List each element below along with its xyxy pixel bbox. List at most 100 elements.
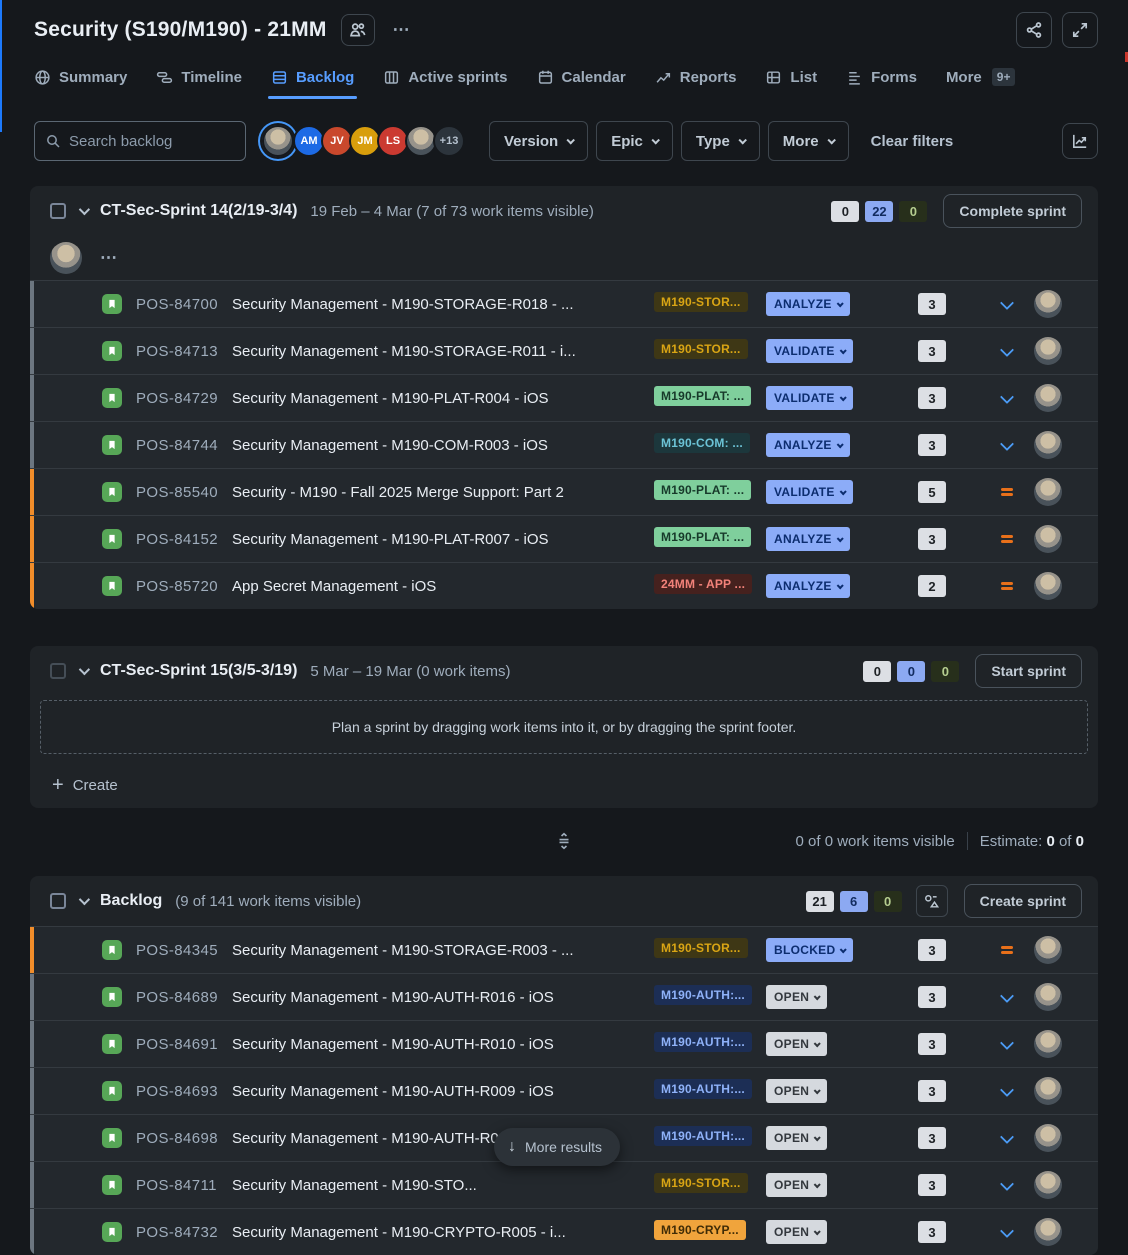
issue-title[interactable]: Security Management - M190-CRYPTO-R005 -… — [232, 1223, 566, 1241]
issue-title[interactable]: Security Management - M190-PLAT-R007 - i… — [232, 530, 549, 548]
story-points-badge[interactable]: 3 — [918, 1174, 946, 1196]
issue-key[interactable]: POS-84693 — [136, 1082, 218, 1100]
share-button[interactable] — [1016, 12, 1052, 48]
epic-filter-dropdown[interactable]: Epic — [596, 121, 673, 161]
status-dropdown[interactable]: OPEN — [766, 1173, 828, 1197]
avatar-user-1[interactable] — [262, 125, 294, 157]
story-points-badge[interactable]: 3 — [918, 1127, 946, 1149]
status-dropdown[interactable]: OPEN — [766, 985, 828, 1009]
empty-sprint-dropzone[interactable]: Plan a sprint by dragging work items int… — [40, 700, 1088, 754]
assignee-avatar[interactable] — [1034, 572, 1062, 600]
work-item-row[interactable]: POS-84711 Security Management - M190-STO… — [30, 1161, 1098, 1208]
status-dropdown[interactable]: BLOCKED — [766, 938, 854, 962]
issue-title[interactable]: Security Management - M190-AUTH-R010 - i… — [232, 1035, 554, 1053]
status-dropdown[interactable]: VALIDATE — [766, 480, 853, 504]
work-item-row[interactable]: POS-85720 App Secret Management - iOS 24… — [30, 562, 1098, 609]
issue-title[interactable]: Security Management - M190-STO... — [232, 1176, 477, 1194]
sprint-name[interactable]: CT-Sec-Sprint 15(3/5-3/19) — [100, 662, 298, 679]
view-settings-button[interactable] — [915, 885, 948, 917]
collapse-chevron-icon[interactable] — [78, 893, 91, 906]
issue-key[interactable]: POS-84700 — [136, 295, 218, 313]
issue-title[interactable]: Security Management - M190-STORAGE-R018 … — [232, 295, 574, 313]
more-filters-dropdown[interactable]: More — [767, 121, 849, 161]
work-item-row[interactable]: POS-84732 Security Management - M190-CRY… — [30, 1208, 1098, 1255]
assignee-avatar[interactable] — [1034, 384, 1062, 412]
story-points-badge[interactable]: 3 — [918, 939, 946, 961]
work-item-row[interactable]: POS-84744 Security Management - M190-COM… — [30, 421, 1098, 468]
assignee-avatar[interactable] — [1034, 431, 1062, 459]
tab-summary[interactable]: Summary — [34, 69, 127, 86]
tab-reports[interactable]: Reports — [655, 69, 736, 86]
version-filter-dropdown[interactable]: Version — [489, 121, 589, 161]
expand-button[interactable] — [1062, 12, 1098, 48]
assignee-avatar[interactable] — [1034, 337, 1062, 365]
type-filter-dropdown[interactable]: Type — [680, 121, 760, 161]
status-dropdown[interactable]: ANALYZE — [766, 433, 850, 457]
story-points-badge[interactable]: 5 — [918, 481, 946, 503]
status-dropdown[interactable]: ANALYZE — [766, 527, 850, 551]
issue-key[interactable]: POS-84345 — [136, 941, 218, 959]
tab-list[interactable]: List — [765, 69, 817, 86]
avatar-overflow-count[interactable]: +13 — [433, 125, 465, 157]
status-dropdown[interactable]: ANALYZE — [766, 292, 850, 316]
issue-key[interactable]: POS-84732 — [136, 1223, 218, 1241]
epic-tag[interactable]: M190-AUTH:... — [654, 1125, 752, 1146]
issue-key[interactable]: POS-84698 — [136, 1129, 218, 1147]
issue-key[interactable]: POS-84152 — [136, 530, 218, 548]
work-item-row[interactable]: POS-84729 Security Management - M190-PLA… — [30, 374, 1098, 421]
story-points-badge[interactable]: 3 — [918, 293, 946, 315]
story-points-badge[interactable]: 3 — [918, 387, 946, 409]
work-item-row[interactable]: POS-85540 Security - M190 - Fall 2025 Me… — [30, 468, 1098, 515]
issue-key[interactable]: POS-84713 — [136, 342, 218, 360]
status-dropdown[interactable]: VALIDATE — [766, 386, 853, 410]
issue-key[interactable]: POS-84729 — [136, 389, 218, 407]
epic-tag[interactable]: M190-PLAT: ... — [654, 526, 752, 547]
issue-title[interactable]: App Secret Management - iOS — [232, 577, 437, 595]
issue-title[interactable]: Security Management - M190-AUTH-R004 - i… — [232, 1129, 554, 1147]
status-dropdown[interactable]: ANALYZE — [766, 574, 850, 598]
more-results-button[interactable]: ↓ More results — [494, 1128, 621, 1166]
issue-key[interactable]: POS-85540 — [136, 483, 218, 501]
backlog-select-checkbox[interactable] — [50, 893, 66, 909]
avatar-user-2[interactable]: AM — [293, 125, 325, 157]
avatar-user-6[interactable] — [405, 125, 437, 157]
issue-key[interactable]: POS-84711 — [136, 1176, 217, 1194]
drag-handle-icon[interactable] — [555, 832, 573, 850]
tab-timeline[interactable]: Timeline — [156, 69, 242, 86]
assignee-avatar[interactable] — [1034, 983, 1062, 1011]
issue-key[interactable]: POS-84744 — [136, 436, 218, 454]
assignee-avatar[interactable] — [1034, 290, 1062, 318]
assignee-avatar[interactable] — [1034, 936, 1062, 964]
tab-calendar[interactable]: Calendar — [537, 69, 626, 86]
collapse-chevron-icon[interactable] — [78, 203, 91, 216]
story-points-badge[interactable]: 2 — [918, 575, 946, 597]
status-dropdown[interactable]: OPEN — [766, 1220, 828, 1244]
work-item-row[interactable]: POS-84689 Security Management - M190-AUT… — [30, 973, 1098, 1020]
issue-title[interactable]: Security - M190 - Fall 2025 Merge Suppor… — [232, 483, 564, 501]
tab-backlog[interactable]: Backlog — [267, 69, 358, 99]
assignee-overflow-button[interactable]: ⋯ — [100, 248, 119, 267]
epic-tag[interactable]: M190-STOR... — [654, 338, 748, 359]
status-dropdown[interactable]: VALIDATE — [766, 339, 853, 363]
issue-key[interactable]: POS-85720 — [136, 577, 218, 595]
create-sprint-button[interactable]: Create sprint — [963, 884, 1082, 918]
sprint-assignee-avatar[interactable] — [50, 242, 82, 274]
complete-sprint-button[interactable]: Complete sprint — [943, 194, 1082, 228]
work-item-row[interactable]: POS-84345 Security Management - M190-STO… — [30, 926, 1098, 973]
story-points-badge[interactable]: 3 — [918, 528, 946, 550]
story-points-badge[interactable]: 3 — [918, 434, 946, 456]
search-backlog-field[interactable] — [34, 121, 268, 161]
assignee-avatar[interactable] — [1034, 1124, 1062, 1152]
story-points-badge[interactable]: 3 — [918, 986, 946, 1008]
epic-tag[interactable]: M190-COM: ... — [654, 432, 750, 453]
search-input[interactable] — [69, 132, 268, 150]
work-item-row[interactable]: POS-84152 Security Management - M190-PLA… — [30, 515, 1098, 562]
tab-more[interactable]: More 9+ — [946, 68, 1016, 86]
epic-tag[interactable]: M190-PLAT: ... — [654, 385, 752, 406]
story-points-badge[interactable]: 3 — [918, 1033, 946, 1055]
epic-tag[interactable]: M190-STOR... — [654, 291, 748, 312]
assignee-avatar[interactable] — [1034, 1171, 1062, 1199]
create-work-item-button[interactable]: + Create — [30, 762, 1098, 808]
assignee-avatar[interactable] — [1034, 1218, 1062, 1246]
story-points-badge[interactable]: 3 — [918, 340, 946, 362]
